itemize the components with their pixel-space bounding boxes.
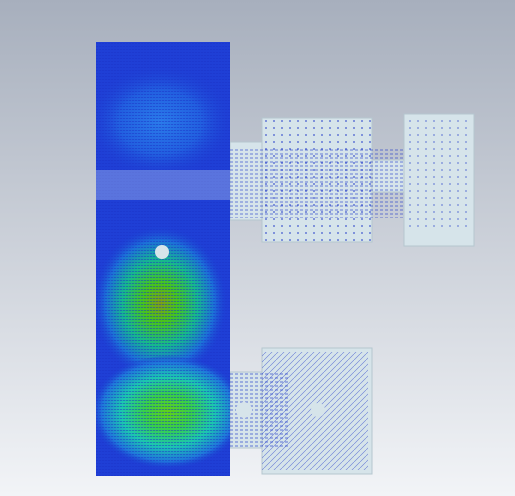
field-arrows-far-plate (404, 118, 470, 228)
strip-gap-band (96, 170, 230, 200)
plate-field-arrows (230, 118, 470, 470)
via-hole-middle (155, 245, 169, 259)
via-hole-bottom-plate (311, 403, 325, 417)
resonator-strip (96, 42, 230, 476)
via-hole-feed (236, 402, 252, 418)
via-holes (155, 245, 325, 418)
field-arrows-coupling-band (230, 148, 405, 218)
strip-arrow-overlay (96, 42, 230, 476)
